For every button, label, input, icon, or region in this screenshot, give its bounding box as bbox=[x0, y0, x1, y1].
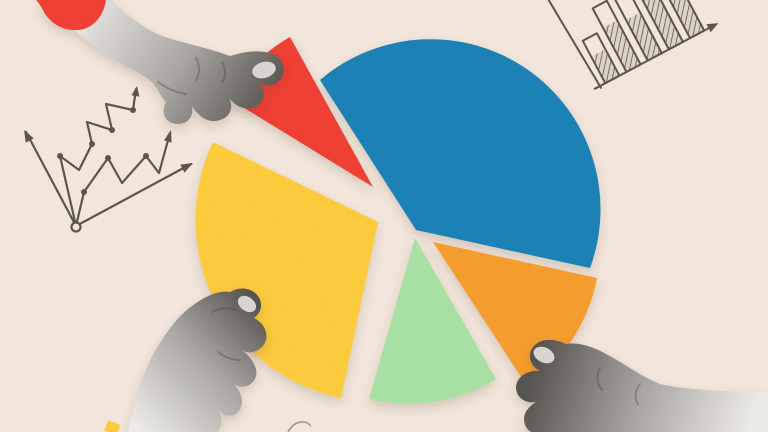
illustration-canvas bbox=[0, 0, 768, 432]
collage-illustration bbox=[0, 0, 768, 432]
paper-speckle-texture bbox=[0, 0, 768, 432]
